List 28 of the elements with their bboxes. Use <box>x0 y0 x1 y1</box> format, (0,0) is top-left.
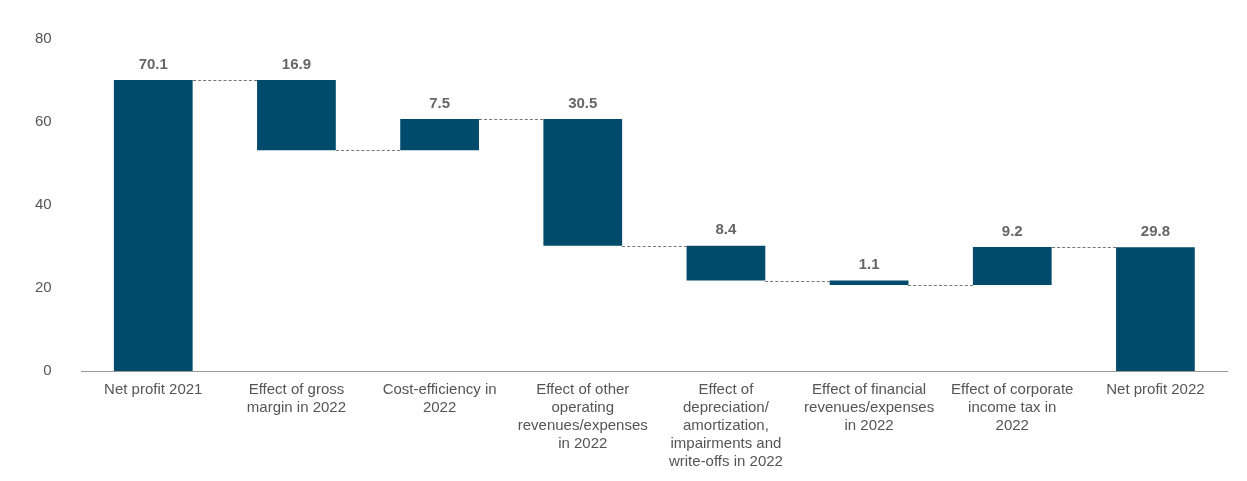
data-label: 70.1 <box>138 54 168 72</box>
bar <box>543 119 623 246</box>
data-label: 7.5 <box>429 93 451 111</box>
y-tick-label: 20 <box>35 278 52 296</box>
x-tick-label: Effect of gross margin in 2022 <box>246 380 347 416</box>
data-label: 29.8 <box>1140 221 1171 239</box>
bar <box>400 119 479 151</box>
x-tick-label: Effect of financial revenues/expenses in 2022 <box>804 380 935 434</box>
y-tick-label: 0 <box>43 361 52 379</box>
bar <box>686 245 766 281</box>
x-tick-label: Effect of corporate income tax in 2022 <box>951 380 1074 434</box>
bar <box>257 80 336 151</box>
bar <box>113 80 193 371</box>
x-tick-label: Net profit 2022 <box>1106 380 1205 398</box>
data-label: 9.2 <box>1001 221 1023 239</box>
data-label: 1.1 <box>858 255 880 273</box>
x-tick-label: Cost-efficiency in 2022 <box>382 380 497 416</box>
y-tick-label: 80 <box>35 29 52 47</box>
y-tick-label: 40 <box>35 195 52 213</box>
x-tick-label: Effect of other operating revenues/expenses in 2022 <box>517 380 648 452</box>
bar <box>1116 247 1195 371</box>
data-label: 8.4 <box>715 220 737 238</box>
x-tick-label: Net profit 2021 <box>104 380 203 398</box>
data-label: 30.5 <box>568 93 598 111</box>
x-tick-label: Effect of depreciation/ amortization, impairments and write-offs in 2022 <box>667 380 783 470</box>
bar <box>972 246 1052 286</box>
data-label: 16.9 <box>281 54 312 72</box>
y-tick-label: 60 <box>35 112 52 130</box>
